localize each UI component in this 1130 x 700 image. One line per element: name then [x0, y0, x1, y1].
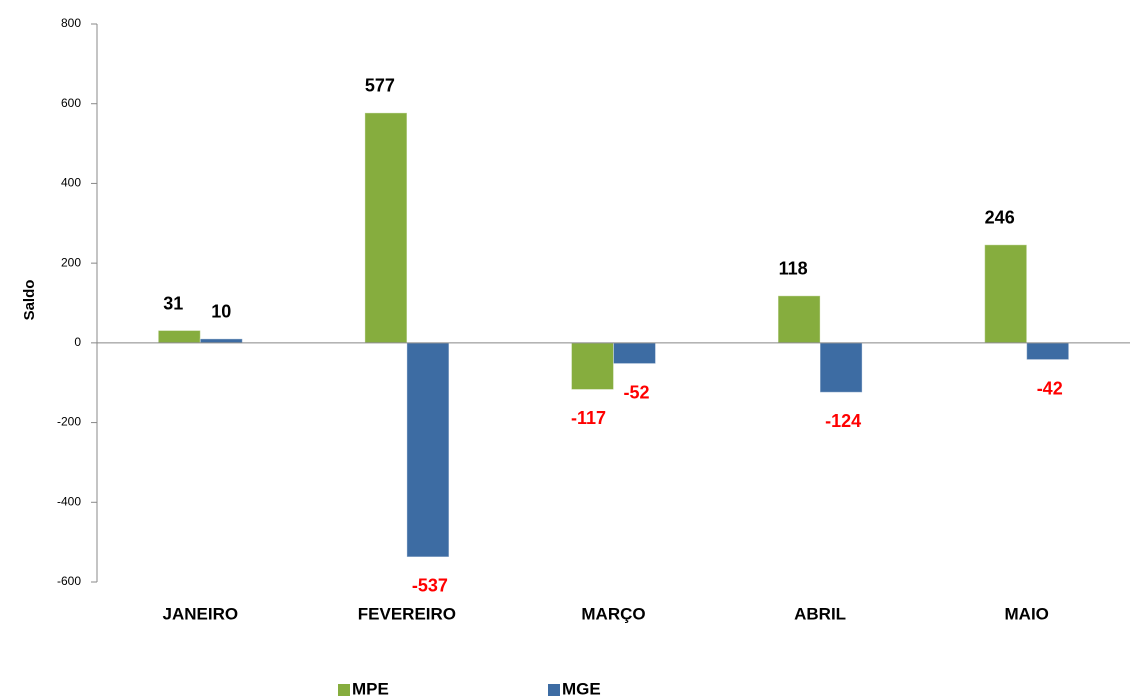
- bar: [364, 112, 408, 344]
- bar: [984, 244, 1028, 344]
- value-label: -537: [412, 576, 448, 596]
- x-tick-label: JANEIRO: [163, 604, 239, 623]
- value-label: -42: [1037, 378, 1063, 398]
- legend-label: MPE: [352, 679, 389, 698]
- y-tick-label: 800: [61, 16, 81, 30]
- x-tick-label: FEVEREIRO: [358, 604, 456, 623]
- value-label: 246: [985, 208, 1015, 228]
- y-tick-label: 200: [61, 255, 81, 269]
- y-tick-label: -600: [57, 574, 81, 588]
- bar: [406, 342, 450, 558]
- value-label: -52: [623, 382, 649, 402]
- y-tick-label: 400: [61, 176, 81, 190]
- legend-swatch: [338, 684, 350, 696]
- value-label: -124: [825, 411, 861, 431]
- x-tick-label: MAIO: [1005, 604, 1049, 623]
- value-label: 31: [163, 293, 183, 313]
- y-tick-label: 0: [74, 335, 81, 349]
- x-tick-label: MARÇO: [581, 604, 645, 623]
- value-label: -117: [571, 408, 606, 428]
- y-tick-label: -200: [57, 415, 81, 429]
- value-label: 10: [211, 302, 231, 322]
- bar: [819, 342, 863, 393]
- y-tick-label: -400: [57, 494, 81, 508]
- value-label: 577: [365, 76, 395, 96]
- bar: [199, 338, 243, 344]
- bar: [571, 342, 614, 390]
- y-axis-label: Saldo: [21, 280, 38, 321]
- y-tick-label: 600: [61, 96, 81, 110]
- legend-label: MGE: [562, 679, 601, 698]
- bar: [777, 295, 821, 344]
- bar: [613, 342, 656, 365]
- value-label: 118: [779, 259, 808, 279]
- x-tick-label: ABRIL: [794, 604, 846, 623]
- bar: [157, 330, 201, 344]
- bar: [1026, 342, 1070, 361]
- legend-swatch: [548, 684, 560, 696]
